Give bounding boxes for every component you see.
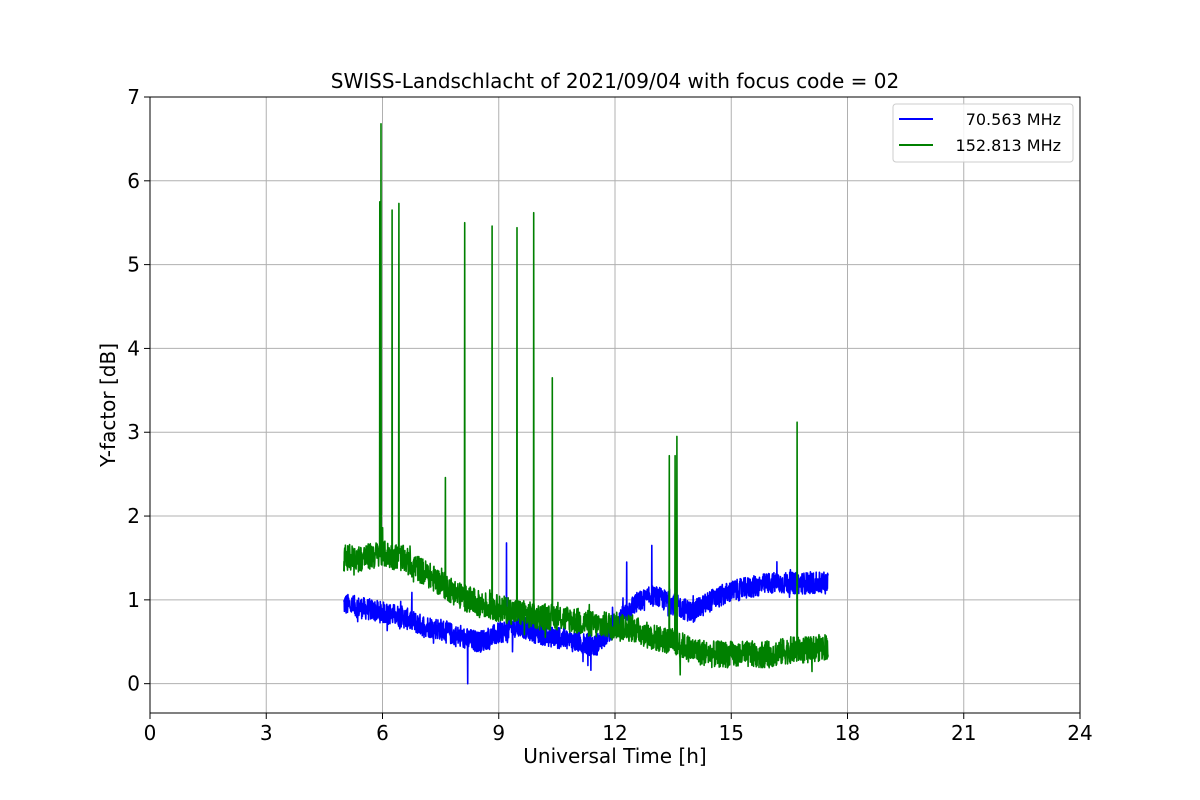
x-axis-label: Universal Time [h]	[523, 744, 706, 768]
y-tick-label: 2	[127, 504, 140, 528]
x-tick-label: 3	[260, 721, 273, 745]
legend-entry: 152.813 MHz	[956, 136, 1061, 155]
x-tick-label: 12	[602, 721, 627, 745]
y-tick-label: 4	[127, 336, 140, 360]
y-axis-label: Y-factor [dB]	[96, 343, 120, 468]
y-tick-label: 1	[127, 588, 140, 612]
series-layer	[343, 123, 829, 685]
legend-box	[892, 103, 1074, 163]
x-tick-label: 15	[719, 721, 744, 745]
y-tick-label: 3	[127, 420, 140, 444]
y-tick-label: 7	[127, 85, 140, 109]
x-tick-label: 18	[835, 721, 860, 745]
x-tick-label: 0	[144, 721, 157, 745]
y-tick-label: 5	[127, 253, 140, 277]
legend: 70.563 MHz 152.813 MHz	[892, 103, 1074, 163]
y-tick-label: 6	[127, 169, 140, 193]
chart-title: SWISS-Landschlacht of 2021/09/04 with fo…	[331, 69, 899, 93]
x-tick-label: 21	[951, 721, 976, 745]
series-line-1	[343, 542, 829, 685]
x-tick-label: 9	[492, 721, 505, 745]
y-tick-label: 0	[127, 672, 140, 696]
x-tick-label: 6	[376, 721, 389, 745]
series-line-2	[343, 123, 829, 676]
legend-entry: 70.563 MHz	[966, 110, 1061, 129]
x-tick-label: 24	[1067, 721, 1092, 745]
